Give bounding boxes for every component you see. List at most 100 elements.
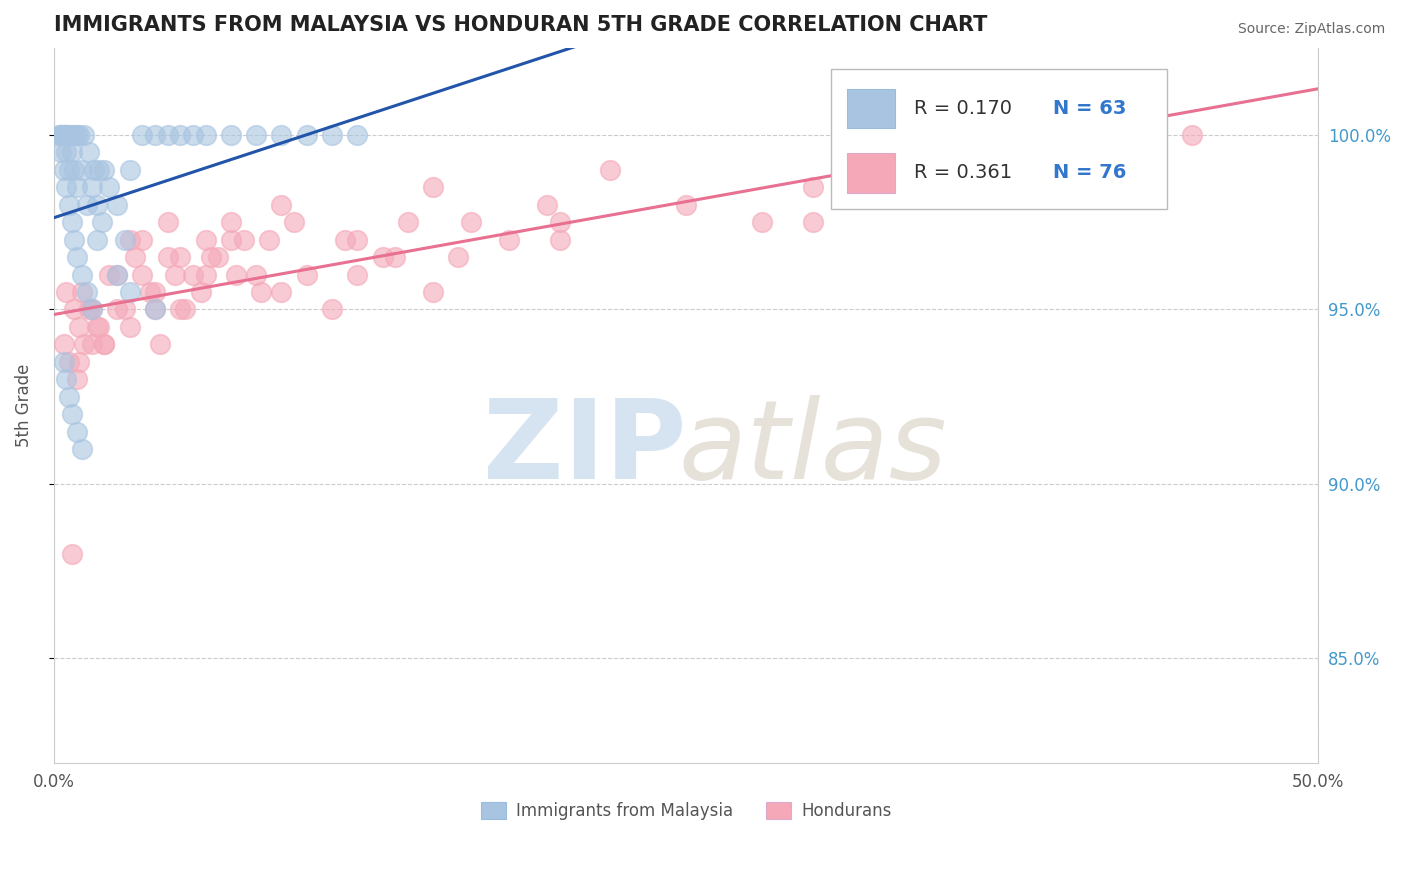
Point bbox=[89, 162, 111, 177]
Point bbox=[124, 250, 146, 264]
Point bbox=[60, 145, 83, 160]
Point bbox=[190, 285, 212, 299]
Point bbox=[498, 233, 520, 247]
Text: N = 63: N = 63 bbox=[1053, 99, 1126, 118]
Point bbox=[60, 407, 83, 421]
Point bbox=[58, 162, 80, 177]
Point bbox=[346, 268, 368, 282]
Point bbox=[548, 215, 571, 229]
Point bbox=[118, 233, 141, 247]
Point bbox=[67, 355, 90, 369]
Point bbox=[90, 215, 112, 229]
Text: IMMIGRANTS FROM MALAYSIA VS HONDURAN 5TH GRADE CORRELATION CHART: IMMIGRANTS FROM MALAYSIA VS HONDURAN 5TH… bbox=[53, 15, 987, 35]
Point bbox=[245, 128, 267, 142]
Point bbox=[55, 145, 77, 160]
Point bbox=[65, 180, 87, 194]
Point bbox=[60, 547, 83, 561]
Point bbox=[346, 128, 368, 142]
Point bbox=[93, 337, 115, 351]
Point bbox=[93, 162, 115, 177]
Point bbox=[548, 233, 571, 247]
Point bbox=[80, 302, 103, 317]
Point bbox=[114, 302, 136, 317]
Point bbox=[165, 268, 187, 282]
Point bbox=[86, 233, 108, 247]
Point bbox=[51, 145, 73, 160]
Point bbox=[194, 128, 217, 142]
Point bbox=[51, 128, 73, 142]
Point bbox=[250, 285, 273, 299]
Point bbox=[70, 162, 93, 177]
Point bbox=[65, 425, 87, 439]
Point bbox=[55, 372, 77, 386]
Point bbox=[76, 285, 98, 299]
Legend: Immigrants from Malaysia, Hondurans: Immigrants from Malaysia, Hondurans bbox=[474, 795, 898, 826]
Point bbox=[118, 319, 141, 334]
Point bbox=[58, 390, 80, 404]
Point bbox=[63, 128, 86, 142]
Point bbox=[55, 128, 77, 142]
Point bbox=[149, 337, 172, 351]
Point bbox=[207, 250, 229, 264]
Point bbox=[928, 162, 950, 177]
Point bbox=[51, 128, 73, 142]
Point bbox=[321, 128, 343, 142]
Point bbox=[77, 302, 100, 317]
Point bbox=[70, 442, 93, 456]
Point bbox=[80, 180, 103, 194]
Text: ZIP: ZIP bbox=[484, 395, 686, 502]
Point bbox=[131, 128, 153, 142]
Point bbox=[89, 319, 111, 334]
Point bbox=[48, 128, 70, 142]
Point bbox=[83, 162, 105, 177]
Point bbox=[143, 302, 166, 317]
Point bbox=[219, 215, 242, 229]
Point bbox=[76, 198, 98, 212]
Point bbox=[73, 128, 96, 142]
Point bbox=[67, 128, 90, 142]
Point bbox=[63, 302, 86, 317]
Point bbox=[55, 285, 77, 299]
Point bbox=[52, 128, 75, 142]
Point bbox=[52, 355, 75, 369]
Point bbox=[52, 162, 75, 177]
Point bbox=[143, 285, 166, 299]
Point bbox=[105, 268, 128, 282]
Point bbox=[181, 268, 204, 282]
Point bbox=[131, 233, 153, 247]
Point bbox=[225, 268, 247, 282]
Point bbox=[118, 162, 141, 177]
Point bbox=[105, 268, 128, 282]
Point bbox=[245, 268, 267, 282]
Point bbox=[599, 162, 621, 177]
Point bbox=[143, 302, 166, 317]
Text: atlas: atlas bbox=[678, 395, 946, 502]
Point bbox=[131, 268, 153, 282]
Point bbox=[270, 285, 292, 299]
Point bbox=[65, 372, 87, 386]
Point bbox=[321, 302, 343, 317]
Point bbox=[801, 215, 824, 229]
Point bbox=[80, 302, 103, 317]
Point bbox=[295, 268, 318, 282]
Point bbox=[270, 198, 292, 212]
Point bbox=[270, 128, 292, 142]
Point bbox=[63, 233, 86, 247]
Point bbox=[396, 215, 419, 229]
Point bbox=[60, 128, 83, 142]
Point bbox=[70, 285, 93, 299]
Point bbox=[98, 268, 121, 282]
Point bbox=[58, 355, 80, 369]
Text: R = 0.170: R = 0.170 bbox=[914, 99, 1012, 118]
Point bbox=[86, 319, 108, 334]
Point bbox=[447, 250, 470, 264]
Text: N = 76: N = 76 bbox=[1053, 163, 1126, 182]
Text: Source: ZipAtlas.com: Source: ZipAtlas.com bbox=[1237, 22, 1385, 37]
Point bbox=[52, 337, 75, 351]
Point bbox=[174, 302, 197, 317]
Point bbox=[422, 180, 444, 194]
FancyBboxPatch shape bbox=[846, 89, 894, 128]
Point bbox=[58, 128, 80, 142]
Point bbox=[346, 233, 368, 247]
Point bbox=[55, 180, 77, 194]
